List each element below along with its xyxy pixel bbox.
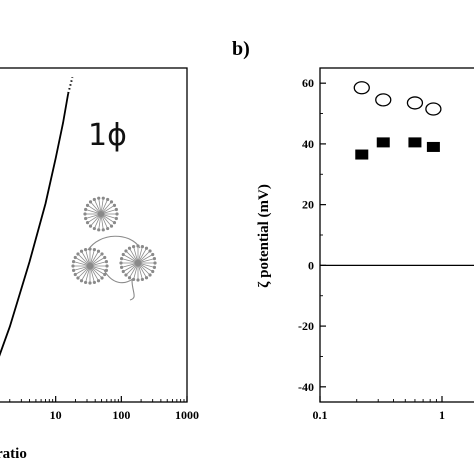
panel-b-plot-frame	[319, 67, 474, 403]
panel-b-y-tick-label: 0	[308, 258, 314, 272]
micelle-icon	[71, 247, 109, 285]
micelle-icon	[83, 196, 119, 232]
panel-b-y-axis-title: ζ potential (mV)	[256, 184, 272, 288]
panel-b-x-ticks	[319, 396, 443, 402]
panel-a-x-ticks	[9, 396, 188, 402]
panel-b-y-ticks	[320, 82, 326, 388]
panel-a-phase-label: 1ϕ	[88, 118, 127, 153]
panel-a-x-tick-label: 10	[50, 408, 62, 422]
micelle-link-chain	[87, 235, 141, 301]
panel-b-x-tick-labels: 0.1 1	[313, 408, 446, 422]
panel-b-y-tick-labels: 60 40 20 0 -20 -40	[298, 76, 314, 394]
panel-b-filled-square-point	[376, 137, 390, 148]
panel-b-y-tick-label: 60	[302, 76, 314, 90]
panel-b-data-points	[353, 81, 442, 160]
panel-b-y-tick-label: 20	[302, 198, 314, 212]
micelle-icon	[119, 244, 157, 282]
panel-b-filled-square-point	[355, 149, 369, 160]
panel-a-boundary-solid	[0, 93, 70, 357]
panel-b-filled-square-point	[426, 141, 440, 152]
panel-b-open-circle-point	[353, 81, 370, 95]
panel-a-boundary-dotted	[67, 76, 74, 94]
panel-b-y-tick-label: -20	[298, 319, 314, 333]
panel-b-x-tick-label: 1	[439, 408, 445, 422]
panel-b-open-circle-point	[375, 93, 392, 107]
panel-b-x-tick-label: 0.1	[313, 408, 328, 422]
panel-a-x-tick-label: 100	[112, 408, 130, 422]
panel-b-filled-square-point	[408, 137, 422, 148]
micelle-cluster-illustration	[71, 196, 157, 301]
panel-a-plot-frame	[0, 67, 188, 403]
panel-b-open-circle-point	[425, 102, 442, 116]
panel-a-x-axis-title: ratio	[0, 446, 27, 462]
panel-a: 10 100 1000 1ϕ ratio	[0, 67, 199, 462]
panel-b-y-tick-label: -40	[298, 380, 314, 394]
panel-b-open-circle-point	[406, 96, 424, 110]
panel-a-x-tick-labels: 10 100 1000	[50, 408, 199, 422]
panel-b-label: b)	[232, 38, 250, 60]
panel-b-y-tick-label: 40	[302, 137, 314, 151]
panel-a-x-tick-label: 1000	[175, 408, 199, 422]
panel-a-phase-boundary	[0, 76, 74, 357]
